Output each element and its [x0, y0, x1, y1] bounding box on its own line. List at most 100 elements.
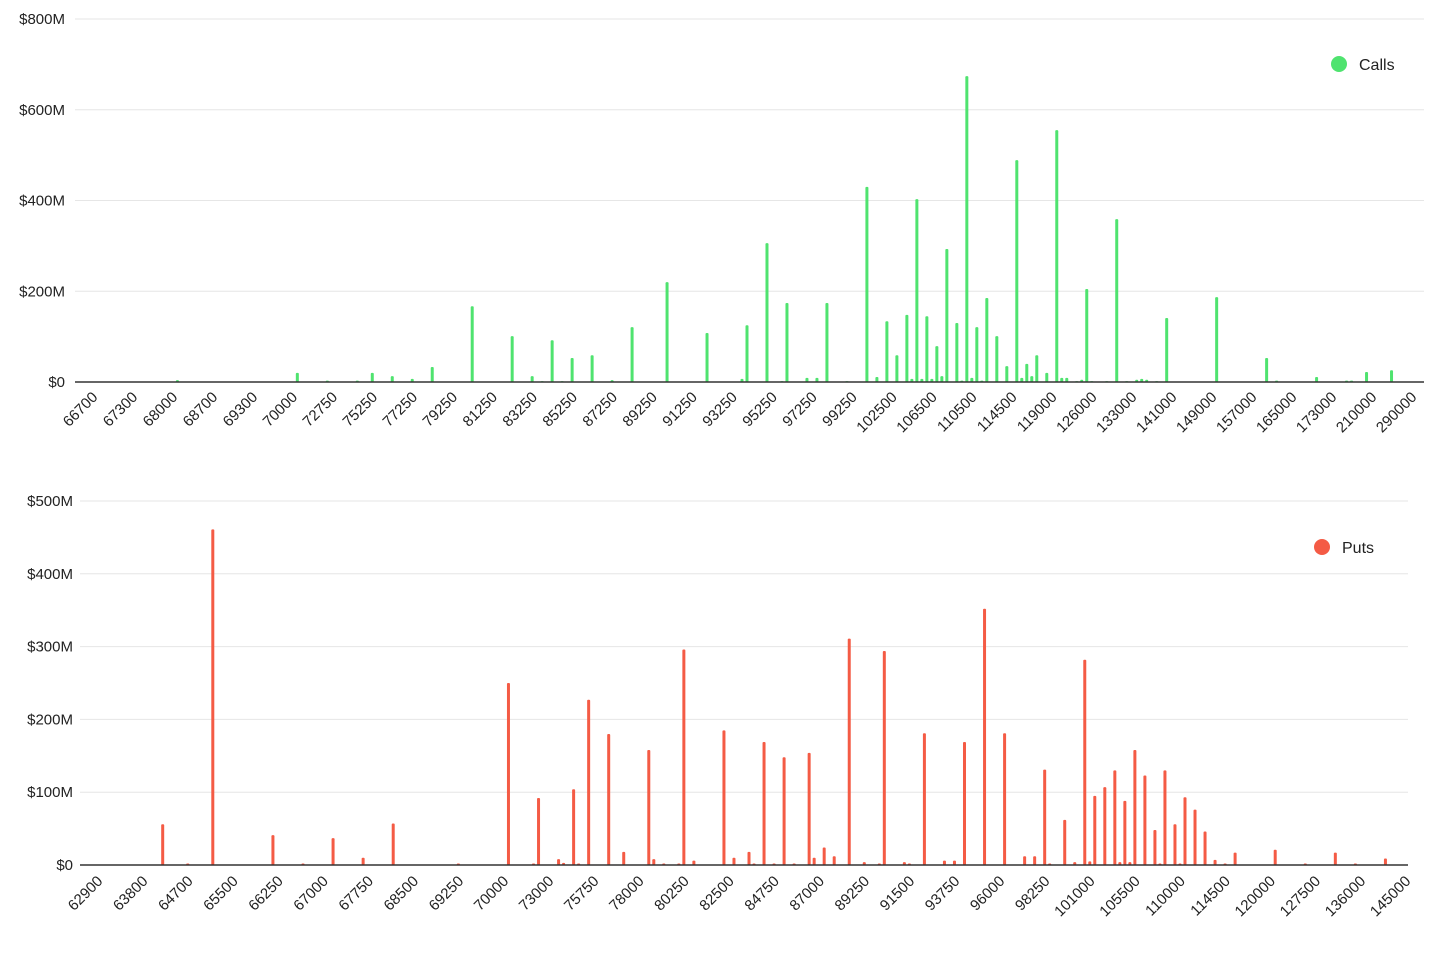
puts-bar[interactable] [1153, 830, 1157, 865]
calls-bar[interactable] [765, 243, 769, 382]
calls-bar[interactable] [920, 378, 924, 382]
puts-bar[interactable] [1088, 861, 1092, 865]
calls-bar[interactable] [935, 346, 939, 382]
calls-bar[interactable] [390, 376, 394, 382]
calls-bar[interactable] [1005, 366, 1009, 382]
puts-bar[interactable] [722, 730, 726, 865]
puts-bar[interactable] [747, 851, 751, 865]
calls-bar[interactable] [1365, 372, 1369, 382]
puts-bar[interactable] [822, 847, 826, 865]
puts-bar[interactable] [1273, 849, 1277, 865]
puts-bar[interactable] [1103, 787, 1107, 865]
calls-bar[interactable] [925, 316, 929, 382]
puts-bar[interactable] [732, 857, 736, 865]
puts-bar[interactable] [1003, 733, 1007, 865]
calls-bar[interactable] [1165, 318, 1169, 382]
puts-bar[interactable] [1033, 856, 1037, 865]
calls-bar[interactable] [530, 376, 534, 382]
calls-legend-item[interactable]: Calls [1331, 56, 1395, 74]
puts-bar[interactable] [1193, 809, 1197, 865]
calls-bar[interactable] [1030, 376, 1034, 382]
puts-bar[interactable] [1183, 797, 1187, 865]
puts-bar[interactable] [557, 859, 561, 865]
puts-bar[interactable] [587, 699, 591, 865]
calls-bar[interactable] [905, 314, 909, 382]
puts-bar[interactable] [1063, 819, 1067, 865]
puts-bar[interactable] [271, 835, 275, 865]
puts-bar[interactable] [607, 733, 611, 865]
puts-bar[interactable] [952, 860, 956, 865]
puts-bar[interactable] [652, 859, 656, 865]
puts-bar[interactable] [983, 608, 987, 865]
calls-bar[interactable] [815, 377, 819, 382]
calls-bar[interactable] [1265, 357, 1269, 382]
puts-bar[interactable] [572, 789, 576, 865]
puts-bar[interactable] [1333, 852, 1337, 865]
puts-bar[interactable] [962, 741, 966, 865]
calls-bar[interactable] [945, 249, 949, 382]
calls-bar[interactable] [985, 298, 989, 382]
calls-bar[interactable] [910, 378, 914, 382]
calls-bar[interactable] [370, 372, 374, 382]
puts-bar[interactable] [537, 798, 541, 865]
puts-bar[interactable] [1203, 831, 1207, 865]
puts-bar[interactable] [1143, 775, 1147, 865]
calls-bar[interactable] [1020, 377, 1024, 382]
puts-bar[interactable] [1093, 795, 1097, 865]
puts-bar[interactable] [782, 757, 786, 865]
calls-bar[interactable] [1055, 130, 1059, 382]
puts-bar[interactable] [361, 857, 365, 865]
calls-bar[interactable] [665, 282, 669, 382]
puts-bar[interactable] [922, 733, 926, 865]
puts-bar[interactable] [1173, 824, 1177, 865]
calls-bar[interactable] [470, 306, 474, 382]
calls-bar[interactable] [590, 355, 594, 382]
puts-bar[interactable] [882, 650, 886, 865]
puts-bar[interactable] [762, 741, 766, 865]
calls-bar[interactable] [430, 367, 434, 382]
calls-bar[interactable] [975, 327, 979, 382]
puts-bar[interactable] [622, 851, 626, 865]
puts-bar[interactable] [506, 683, 510, 865]
puts-bar[interactable] [832, 856, 836, 865]
calls-bar[interactable] [550, 340, 554, 382]
puts-bar[interactable] [1163, 770, 1167, 865]
calls-bar[interactable] [1315, 377, 1319, 382]
calls-bar[interactable] [570, 357, 574, 382]
calls-bar[interactable] [1035, 355, 1039, 382]
calls-bar[interactable] [1045, 372, 1049, 382]
calls-bar[interactable] [740, 378, 744, 382]
calls-bar[interactable] [785, 303, 789, 382]
calls-bar[interactable] [630, 327, 634, 382]
calls-bar[interactable] [875, 377, 879, 382]
puts-bar[interactable] [1113, 770, 1117, 865]
calls-bar[interactable] [295, 372, 299, 382]
calls-bar[interactable] [970, 377, 974, 382]
puts-bar[interactable] [692, 860, 696, 865]
puts-bar[interactable] [1123, 800, 1127, 865]
puts-bar[interactable] [331, 838, 335, 865]
puts-bar[interactable] [942, 860, 946, 865]
puts-bar[interactable] [391, 823, 395, 865]
calls-bar[interactable] [955, 323, 959, 382]
calls-bar[interactable] [965, 76, 969, 383]
puts-bar[interactable] [1233, 852, 1237, 865]
puts-bar[interactable] [1213, 859, 1217, 865]
puts-bar[interactable] [647, 749, 651, 865]
calls-bar[interactable] [885, 321, 889, 382]
calls-bar[interactable] [1390, 370, 1394, 382]
puts-legend-item[interactable]: Puts [1314, 539, 1374, 557]
calls-bar[interactable] [1215, 297, 1219, 382]
calls-bar[interactable] [705, 332, 709, 382]
puts-bar[interactable] [847, 638, 851, 865]
puts-bar[interactable] [1043, 769, 1047, 865]
calls-bar[interactable] [940, 376, 944, 382]
puts-bar[interactable] [807, 752, 811, 865]
puts-bar[interactable] [161, 824, 165, 865]
calls-bar[interactable] [1015, 160, 1019, 382]
calls-bar[interactable] [1060, 377, 1064, 382]
puts-bar[interactable] [812, 857, 816, 865]
calls-bar[interactable] [510, 336, 514, 382]
puts-bar[interactable] [1023, 856, 1027, 865]
calls-bar[interactable] [1025, 363, 1029, 382]
